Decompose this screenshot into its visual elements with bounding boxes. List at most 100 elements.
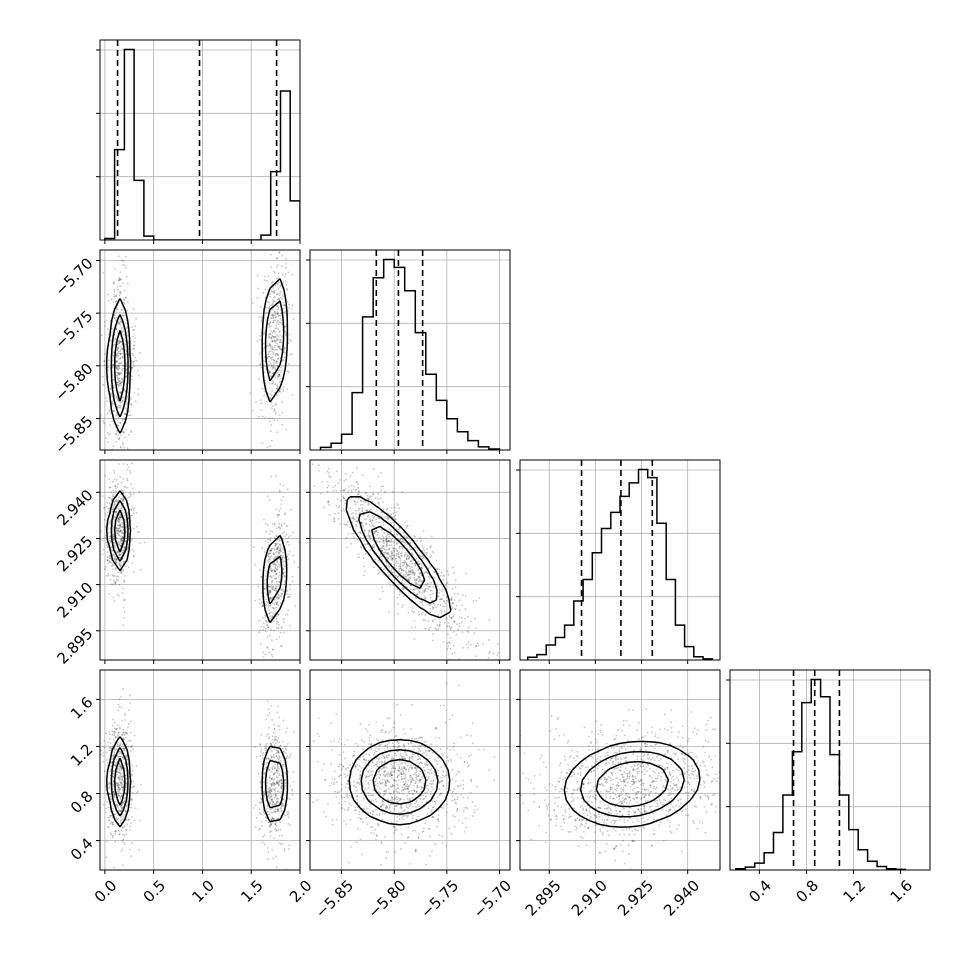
sample-point <box>418 772 420 775</box>
sample-point <box>359 531 362 534</box>
sample-point <box>121 377 123 380</box>
sample-point <box>118 769 121 772</box>
sample-point <box>270 597 273 599</box>
sample-point <box>117 241 119 243</box>
sample-point <box>344 488 347 490</box>
sample-point <box>385 564 388 567</box>
sample-point <box>126 396 129 398</box>
sample-point <box>275 266 278 268</box>
sample-point <box>369 534 371 537</box>
sample-point <box>273 744 276 746</box>
sample-point <box>131 462 133 465</box>
sample-point <box>269 743 272 746</box>
sample-point <box>387 533 390 536</box>
sample-point <box>276 353 279 356</box>
sample-point <box>274 587 277 590</box>
sample-point <box>273 346 276 349</box>
sample-point <box>117 783 120 786</box>
sample-point <box>272 801 275 804</box>
sample-point <box>360 536 362 539</box>
sample-point <box>275 352 278 355</box>
sample-point <box>277 320 280 323</box>
sample-point <box>116 744 119 747</box>
sample-point <box>260 601 263 603</box>
sample-point <box>269 396 271 399</box>
sample-point <box>122 499 125 501</box>
sample-point <box>405 558 408 560</box>
sample-point <box>118 373 120 376</box>
sample-point <box>267 851 270 854</box>
sample-point <box>264 615 267 617</box>
sample-point <box>121 826 124 829</box>
sample-point <box>366 515 369 518</box>
sample-point <box>396 596 399 599</box>
sample-point <box>460 621 463 624</box>
sample-point <box>382 521 384 524</box>
sample-point <box>283 557 286 559</box>
sample-point <box>279 286 281 288</box>
sample-point <box>377 559 380 562</box>
sample-point <box>455 780 457 783</box>
sample-point <box>118 320 121 323</box>
sample-point <box>279 491 281 493</box>
sample-point <box>378 744 381 747</box>
sample-point <box>122 818 124 821</box>
sample-point <box>273 788 275 791</box>
sample-point <box>370 748 373 751</box>
sample-point <box>390 569 393 572</box>
sample-point <box>429 566 432 568</box>
sample-point <box>388 555 391 557</box>
sample-point <box>344 499 346 502</box>
sample-point <box>269 575 271 577</box>
sample-point <box>111 530 114 533</box>
sample-point <box>112 791 115 794</box>
sample-point <box>269 593 271 595</box>
sample-point <box>403 555 406 557</box>
sample-point <box>438 598 441 601</box>
sample-point <box>120 553 123 556</box>
sample-point <box>451 602 454 605</box>
sample-point <box>273 329 276 332</box>
sample-point <box>434 618 437 621</box>
sample-point <box>269 445 272 447</box>
sample-point <box>100 334 103 336</box>
sample-point <box>112 489 115 492</box>
sample-point <box>286 541 289 544</box>
sample-point <box>355 765 357 768</box>
sample-point <box>367 498 370 501</box>
sample-point <box>279 549 282 552</box>
sample-point <box>134 807 137 810</box>
sample-point <box>414 782 417 785</box>
sample-point <box>388 517 390 520</box>
sample-point <box>396 550 398 553</box>
sample-point <box>405 542 407 544</box>
sample-point <box>120 706 123 709</box>
sample-point <box>279 507 282 510</box>
sample-point <box>280 589 283 592</box>
sample-point <box>273 409 275 412</box>
sample-point <box>131 366 133 369</box>
sample-point <box>338 775 340 778</box>
sample-point <box>118 531 121 533</box>
sample-point <box>283 813 286 816</box>
sample-point <box>396 549 399 552</box>
sample-point <box>115 302 117 304</box>
sample-point <box>113 470 115 472</box>
sample-point <box>271 350 273 353</box>
sample-point <box>388 548 390 550</box>
sample-point <box>411 569 414 571</box>
sample-point <box>124 575 126 577</box>
sample-point <box>281 843 284 846</box>
sample-point <box>285 525 288 527</box>
sample-point <box>125 376 127 379</box>
sample-point <box>278 373 280 375</box>
sample-point <box>121 839 124 842</box>
sample-point <box>116 371 119 374</box>
sample-point <box>345 768 347 771</box>
sample-point <box>268 557 271 560</box>
sample-point <box>418 584 421 586</box>
sample-point <box>313 485 316 488</box>
sample-point <box>278 728 281 731</box>
sample-point <box>119 516 121 518</box>
sample-point <box>132 512 135 514</box>
